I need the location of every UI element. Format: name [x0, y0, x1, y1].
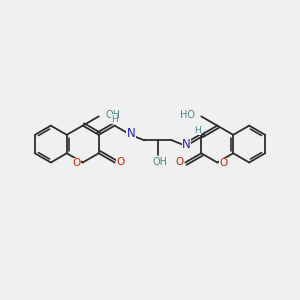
Text: N: N: [127, 127, 136, 140]
Text: OH: OH: [105, 110, 120, 120]
Text: O: O: [116, 158, 125, 167]
Text: O: O: [220, 158, 228, 168]
Text: H: H: [111, 115, 118, 124]
Text: O: O: [175, 158, 184, 167]
Text: H: H: [194, 126, 201, 135]
Text: OH: OH: [152, 157, 167, 167]
Text: HO: HO: [180, 110, 195, 120]
Text: O: O: [72, 158, 80, 168]
Text: N: N: [182, 138, 191, 151]
